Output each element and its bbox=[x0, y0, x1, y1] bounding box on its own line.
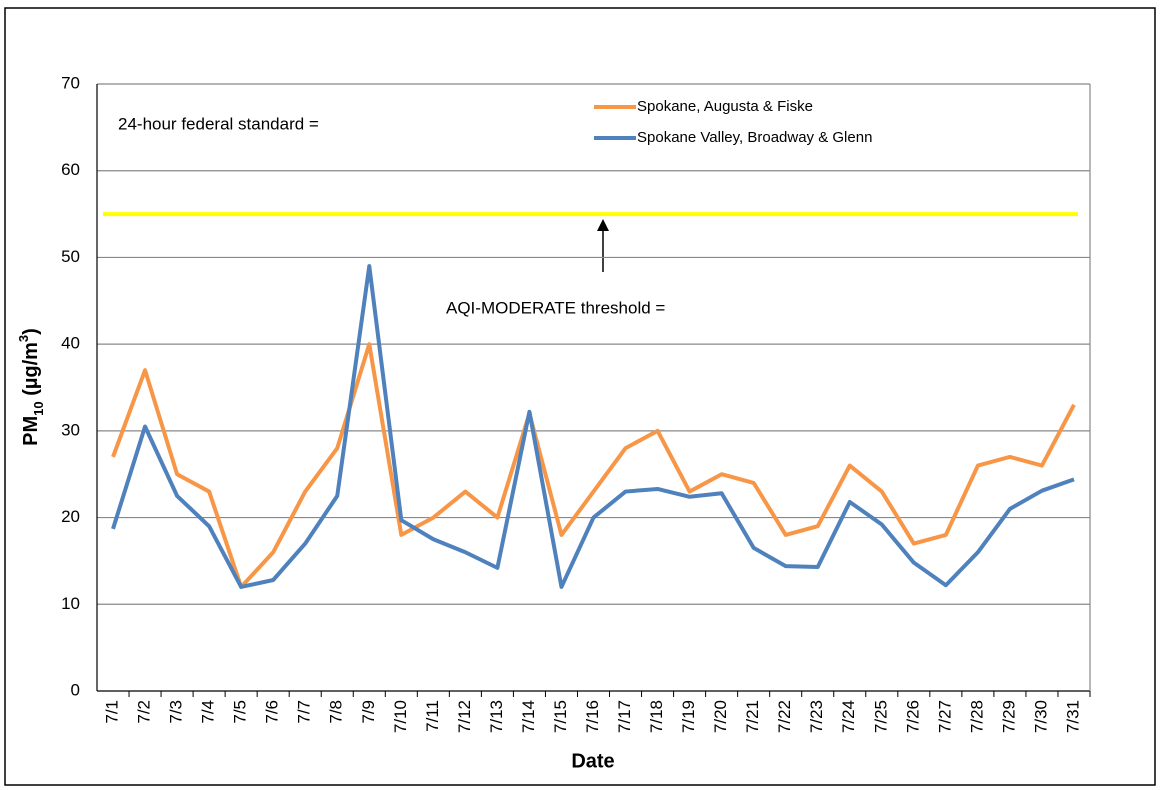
x-tick-label: 7/15 bbox=[551, 700, 570, 733]
x-tick-label: 7/23 bbox=[807, 700, 826, 733]
x-tick-label: 7/4 bbox=[199, 700, 218, 724]
x-tick-label: 7/26 bbox=[903, 700, 922, 733]
x-tick-label: 7/8 bbox=[327, 700, 346, 724]
x-tick-label: 7/10 bbox=[391, 700, 410, 733]
x-tick-label: 7/13 bbox=[487, 700, 506, 733]
frame bbox=[4, 7, 1156, 786]
x-tick-label: 7/12 bbox=[455, 700, 474, 733]
x-tick-label: 7/22 bbox=[775, 700, 794, 733]
x-tick-label: 7/9 bbox=[359, 700, 378, 724]
x-tick-label: 7/6 bbox=[263, 700, 282, 724]
y-axis-title-part: 10 bbox=[31, 401, 46, 415]
y-axis-title-part: ) bbox=[20, 328, 42, 335]
annotation: AQI-MODERATE threshold = bbox=[446, 298, 665, 317]
arrow-head bbox=[597, 219, 609, 231]
x-tick-label: 7/16 bbox=[583, 700, 602, 733]
y-tick-label: 60 bbox=[61, 160, 80, 179]
x-tick-label: 7/28 bbox=[967, 700, 986, 733]
y-tick-label: 40 bbox=[61, 334, 80, 353]
y-axis-title-part: (µg/m bbox=[20, 342, 42, 401]
y-tick-label: 20 bbox=[61, 507, 80, 526]
y-tick-label: 50 bbox=[61, 247, 80, 266]
x-tick-label: 7/25 bbox=[871, 700, 890, 733]
series-line bbox=[111, 342, 1076, 589]
x-tick-label: 7/14 bbox=[519, 700, 538, 733]
x-tick-label: 7/19 bbox=[679, 700, 698, 733]
x-tick-label: 7/7 bbox=[295, 700, 314, 724]
y-axis-title-part: 3 bbox=[16, 335, 31, 342]
y-axis-title: PM10 (µg/m3) bbox=[16, 328, 46, 446]
y-tick-label: 30 bbox=[61, 420, 80, 439]
x-tick-label: 7/1 bbox=[103, 700, 122, 724]
x-axis-title: Date bbox=[571, 750, 614, 772]
y-tick-label: 10 bbox=[61, 594, 80, 613]
x-tick-label: 7/31 bbox=[1063, 700, 1082, 733]
y-tick-label: 0 bbox=[71, 680, 80, 699]
x-tick-label: 7/5 bbox=[231, 700, 250, 724]
annotation: 24-hour federal standard = bbox=[118, 114, 319, 133]
x-tick-label: 7/29 bbox=[999, 700, 1018, 733]
series-line bbox=[111, 264, 1075, 589]
y-axis-title-part: PM bbox=[20, 416, 42, 446]
legend-label: Spokane Valley, Broadway & Glenn bbox=[637, 129, 872, 146]
x-tick-label: 7/24 bbox=[839, 700, 858, 733]
x-tick-label: 7/3 bbox=[167, 700, 186, 724]
x-tick-label: 7/27 bbox=[935, 700, 954, 733]
legend-label: Spokane, Augusta & Fiske bbox=[637, 98, 813, 115]
x-tick-label: 7/2 bbox=[135, 700, 154, 724]
x-tick-label: 7/21 bbox=[743, 700, 762, 733]
x-tick-label: 7/17 bbox=[615, 700, 634, 733]
y-tick-label: 70 bbox=[61, 73, 80, 92]
x-tick-label: 7/30 bbox=[1031, 700, 1050, 733]
x-tick-label: 7/20 bbox=[711, 700, 730, 733]
x-tick-label: 7/18 bbox=[647, 700, 666, 733]
x-tick-label: 7/11 bbox=[423, 700, 442, 732]
